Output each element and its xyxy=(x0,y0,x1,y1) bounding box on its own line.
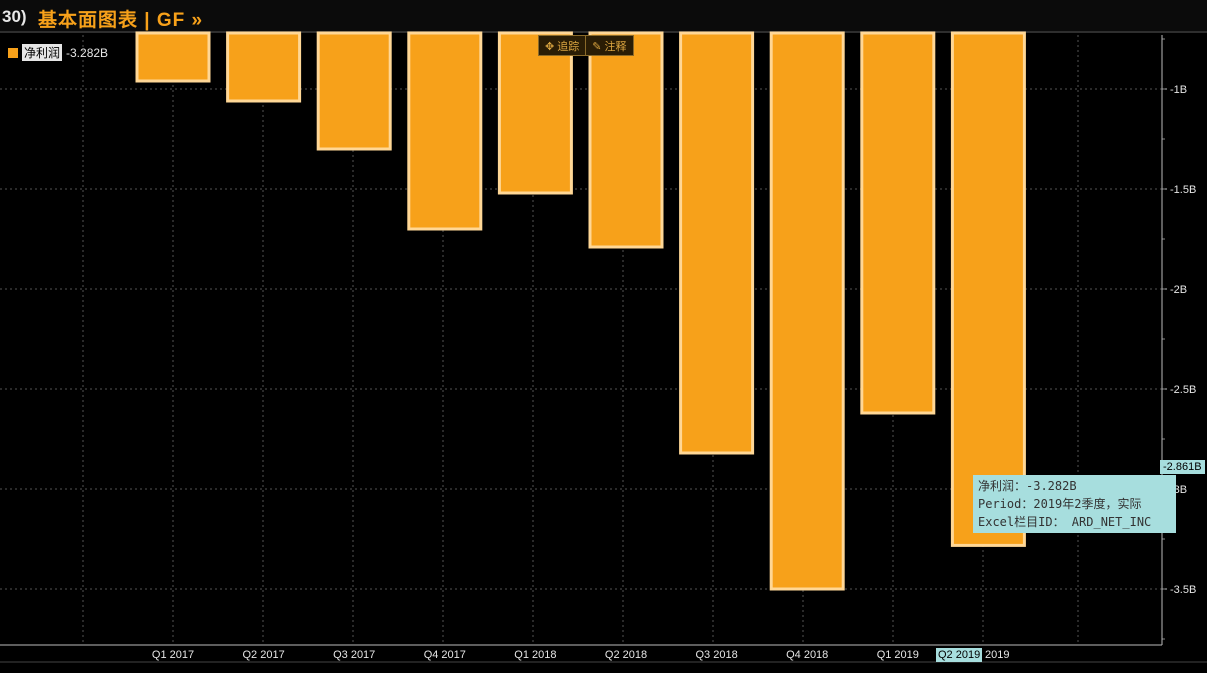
last-value-label: -2.861B xyxy=(1160,460,1205,474)
chart-toolbar: ✥ 追踪 ✎ 注释 xyxy=(538,35,634,56)
bar xyxy=(860,31,936,415)
annotate-button[interactable]: ✎ 注释 xyxy=(585,36,632,55)
x-tick-label: Q4 2018 xyxy=(786,649,828,661)
track-button[interactable]: ✥ 追踪 xyxy=(545,41,580,53)
bar xyxy=(226,31,302,103)
bar xyxy=(135,31,211,83)
bar xyxy=(497,31,573,195)
y-tick-label: -3.5B xyxy=(1170,584,1196,596)
data-tooltip: 净利润：-3.282B Period：2019年2季度，实际 Excel栏目ID… xyxy=(973,475,1176,533)
bar xyxy=(316,31,392,151)
x-tick-label: Q2 2018 xyxy=(605,649,647,661)
legend-series-name: 净利润 xyxy=(22,44,63,61)
x-tick-label: Q2 2017 xyxy=(242,649,284,661)
bar xyxy=(769,31,845,591)
bar xyxy=(588,31,664,249)
legend[interactable]: 净利润 -3.282B xyxy=(8,44,108,61)
y-tick-label: -1.5B xyxy=(1170,184,1196,196)
legend-swatch xyxy=(8,47,18,58)
bar xyxy=(950,31,1026,547)
x-tick-label: Q1 2019 xyxy=(877,649,919,661)
x-tick-label: Q3 2018 xyxy=(695,649,737,661)
y-tick-label: -2.5B xyxy=(1170,384,1196,396)
bar xyxy=(679,31,755,455)
y-tick-label: -2B xyxy=(1170,284,1187,296)
bar xyxy=(407,31,483,231)
tooltip-period-line: Period：2019年2季度，实际 xyxy=(978,497,1142,511)
legend-series-value: -3.282B xyxy=(66,45,109,60)
x-tick-label: Q3 2017 xyxy=(333,649,375,661)
selected-category-label: Q2 2019 xyxy=(936,648,983,662)
x-tick-label: Q1 2017 xyxy=(152,649,194,661)
x-tick-label: Q1 2018 xyxy=(514,649,556,661)
x-tick-label: Q4 2017 xyxy=(424,649,466,661)
page-title[interactable]: 基本面图表 | GF » xyxy=(38,10,204,31)
function-number: 30) xyxy=(2,7,27,26)
tooltip-field-line: Excel栏目ID： ARD_NET_INC xyxy=(978,515,1152,529)
tooltip-value-line: 净利润：-3.282B xyxy=(978,479,1077,493)
y-tick-label: -1B xyxy=(1170,84,1187,96)
